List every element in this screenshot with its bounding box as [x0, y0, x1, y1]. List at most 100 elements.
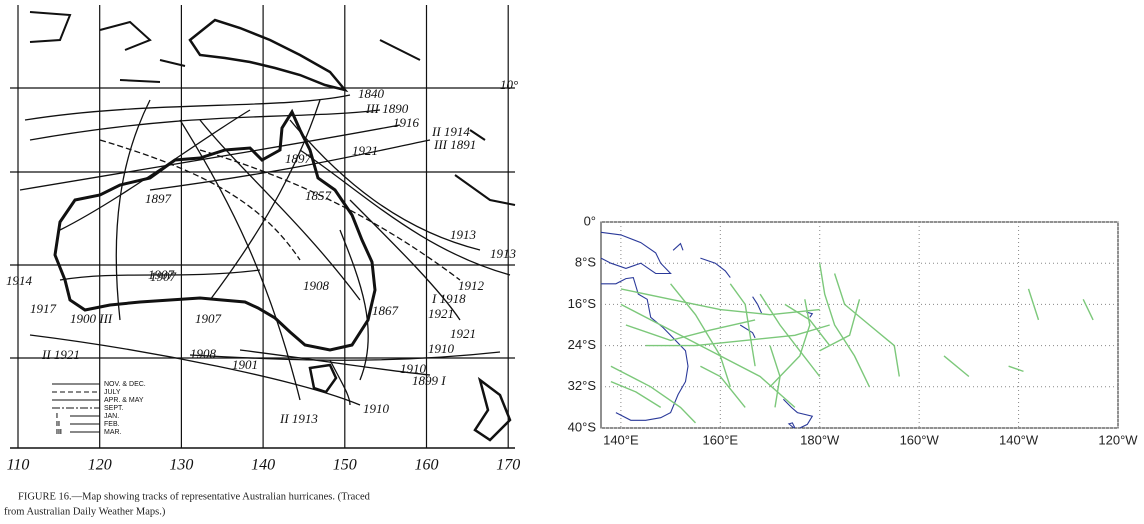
- track-year-label: 1901: [232, 357, 258, 372]
- coastline: [806, 311, 814, 318]
- legend-mark: I: [56, 413, 58, 420]
- storm-track: [1082, 298, 1094, 321]
- track-year-label: 1910: [363, 401, 390, 416]
- storm-track: [620, 303, 796, 408]
- track-year-label: 1897: [145, 191, 172, 206]
- storm-track: [769, 299, 811, 388]
- track-year-label: 1908: [190, 346, 217, 361]
- legend-label: JULY: [104, 389, 121, 396]
- legend-mark: III: [56, 429, 62, 436]
- track-year-label: 1907: [148, 267, 175, 282]
- islands: [29, 11, 516, 206]
- track-year-label: 1908: [303, 278, 330, 293]
- storm-track: [610, 365, 697, 424]
- australia-coast: [53, 108, 377, 352]
- y-tick-label: 24°S: [568, 337, 597, 352]
- storm-track: [700, 365, 746, 408]
- right-map-geography: [600, 231, 1094, 429]
- y-tick-label: 16°S: [568, 296, 597, 311]
- track-year-label: 1921: [352, 143, 378, 158]
- track-year-label: 1857: [305, 188, 332, 203]
- longitude-label: 140: [251, 457, 275, 474]
- track-year-label: 1914: [6, 273, 33, 288]
- coastline: [787, 422, 796, 429]
- storm-track: [645, 324, 830, 347]
- track-year-label: III 1891: [433, 137, 476, 152]
- x-tick-label: 180°W: [800, 432, 840, 447]
- coastline: [783, 398, 814, 429]
- storm-track: [833, 273, 900, 377]
- legend-label: SEPT.: [104, 405, 124, 412]
- track-year-label: 1897: [285, 151, 312, 166]
- track-year-label: 1916: [393, 115, 420, 130]
- track-year-label: III 1890: [365, 101, 409, 116]
- storm-track: [1008, 365, 1024, 373]
- track-year-label: 1907: [195, 311, 222, 326]
- legend-label: FEB.: [104, 421, 120, 428]
- longitude-label: 120: [88, 457, 112, 474]
- right-map-frame: [600, 221, 1119, 429]
- storm-track: [729, 283, 756, 367]
- x-tick-label: 140°E: [603, 432, 639, 447]
- track-year-label: II 1914: [431, 124, 470, 139]
- caption-line-2: from Australian Daily Weather Maps.): [4, 506, 166, 517]
- left-map-tracks: [19, 94, 511, 406]
- track-year-label: 1913: [450, 227, 477, 242]
- latitude-label: 10°: [500, 77, 518, 92]
- caption-line-1: FIGURE 16.—Map showing tracks of represe…: [18, 491, 371, 502]
- y-tick-label: 40°S: [568, 419, 597, 434]
- x-tick-label: 120°W: [1098, 432, 1138, 447]
- x-tick-label: 160°E: [703, 432, 739, 447]
- longitude-label: 110: [7, 457, 30, 474]
- coastline: [600, 231, 672, 275]
- coastline: [752, 296, 763, 314]
- longitude-label: 130: [169, 457, 193, 474]
- y-tick-label: 8°S: [575, 255, 596, 270]
- track-year-label: II 1921: [41, 347, 80, 362]
- storm-track: [759, 293, 821, 377]
- longitude-label: 160: [415, 457, 439, 474]
- legend-label: APR. & MAY: [104, 397, 144, 404]
- tasmania-coast: [308, 363, 338, 394]
- track-year-label: 1910: [400, 361, 427, 376]
- legend-mark: II: [56, 421, 60, 428]
- storm-track: [1027, 288, 1040, 321]
- legend-label: JAN.: [104, 413, 119, 420]
- track-year-label: 1840: [358, 86, 385, 101]
- storm-track: [610, 380, 662, 408]
- storm-track: [670, 283, 731, 388]
- track-year-label: 1867: [372, 303, 399, 318]
- new-zealand-coast: [473, 376, 512, 442]
- track-year-label: I 1918: [431, 291, 466, 306]
- coastline: [700, 257, 731, 278]
- legend-label: NOV. & DEC.: [104, 381, 146, 388]
- track-year-label: 1921: [428, 306, 454, 321]
- storm-track: [819, 299, 861, 352]
- x-tick-label: 140°W: [999, 432, 1039, 447]
- legend-keys: [52, 383, 100, 433]
- new-guinea-coast: [188, 18, 349, 93]
- longitude-label: 150: [333, 457, 357, 474]
- track-year-label: 1921: [450, 326, 476, 341]
- track-year-label: 1910: [428, 341, 455, 356]
- storm-track: [819, 263, 871, 388]
- y-tick-label: 32°S: [568, 378, 597, 393]
- storm-track: [625, 319, 756, 342]
- coastline: [672, 242, 684, 251]
- track-year-label: 1899 I: [412, 373, 446, 388]
- storm-track: [620, 288, 820, 316]
- storm-track: [784, 303, 831, 347]
- x-tick-label: 160°W: [900, 432, 940, 447]
- modern-track-map: 140°E 160°E 180°W 160°W 140°W 120°W 0° 8°S 16°S 2…: [568, 213, 1139, 447]
- track-year-label: 1913: [490, 246, 517, 261]
- storm-track: [943, 355, 970, 378]
- coastline: [739, 324, 756, 339]
- legend-label: MAR.: [104, 429, 122, 436]
- coastline: [601, 276, 689, 421]
- track-year-label: 1907: [150, 269, 177, 284]
- track-year-label: II 1913: [279, 411, 318, 426]
- track-year-label: 1900 III: [70, 311, 113, 326]
- y-tick-label: 0°: [584, 213, 596, 228]
